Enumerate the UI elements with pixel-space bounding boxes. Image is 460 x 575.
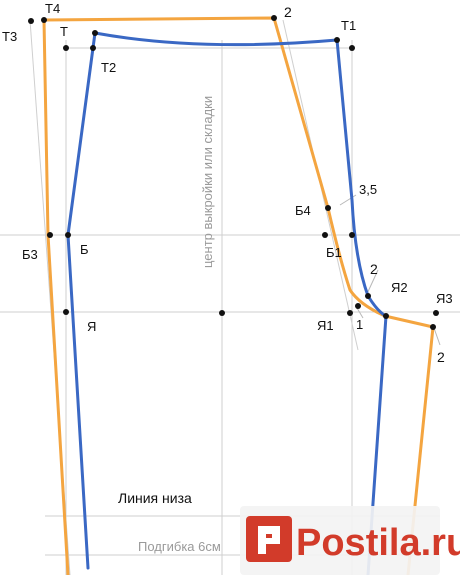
point-t2-top xyxy=(92,30,98,36)
point-1 xyxy=(355,303,361,309)
label-3-5: 3,5 xyxy=(359,182,377,197)
front-piece-outline xyxy=(66,31,388,575)
point-2-top xyxy=(271,15,277,21)
point-t2 xyxy=(90,45,96,51)
point-b3 xyxy=(47,232,53,238)
label-ya2: Я2 xyxy=(391,280,408,295)
point-b1-left xyxy=(322,232,328,238)
point-t3 xyxy=(28,18,34,24)
label-hem-fold: Подгибка 6см xyxy=(138,539,221,554)
point-2-low xyxy=(430,324,436,330)
point-ya xyxy=(63,309,69,315)
key-points xyxy=(28,15,439,330)
construction-guides xyxy=(0,19,460,575)
label-b3: Б3 xyxy=(22,247,38,262)
label-1: 1 xyxy=(356,317,363,332)
label-center: центр выкройки или складки xyxy=(200,96,215,268)
label-ya: Я xyxy=(87,319,96,334)
label-ya1: Я1 xyxy=(317,318,334,333)
label-t3: Т3 xyxy=(2,29,17,44)
leader-1 xyxy=(356,307,364,319)
label-t2: Т2 xyxy=(101,60,116,75)
point-t xyxy=(63,45,69,51)
point-2-mid xyxy=(365,293,371,299)
watermark-logo-icon xyxy=(246,516,292,562)
label-b: Б xyxy=(80,242,89,257)
point-t1 xyxy=(334,37,340,43)
label-2-top: 2 xyxy=(284,4,292,20)
watermark: Postila.ru xyxy=(240,506,460,575)
label-ya3: Я3 xyxy=(436,291,453,306)
label-t1: Т1 xyxy=(341,18,356,33)
point-ya2 xyxy=(383,313,389,319)
point-ya1 xyxy=(347,310,353,316)
point-b4 xyxy=(325,205,331,211)
leader-2-low xyxy=(433,327,441,346)
label-b1: Б1 xyxy=(326,245,342,260)
point-labels: Т4 Т3 Т Т2 2 Т1 3,5 Б4 Б3 Б Б1 2 Я2 Я3 Я… xyxy=(2,1,453,554)
point-t4 xyxy=(41,17,47,23)
label-hem-line: Линия низа xyxy=(118,490,192,506)
point-b1 xyxy=(349,232,355,238)
point-b xyxy=(65,232,71,238)
leader-3-5 xyxy=(339,194,357,206)
point-center xyxy=(219,310,225,316)
label-t4: Т4 xyxy=(45,1,60,16)
point-t1-guide xyxy=(349,45,355,51)
point-ya3 xyxy=(433,310,439,316)
label-b4: Б4 xyxy=(295,203,311,218)
label-2-low: 2 xyxy=(437,349,445,365)
label-t: Т xyxy=(60,24,68,39)
label-2-mid: 2 xyxy=(370,261,378,277)
watermark-text: Postila.ru xyxy=(296,522,460,564)
